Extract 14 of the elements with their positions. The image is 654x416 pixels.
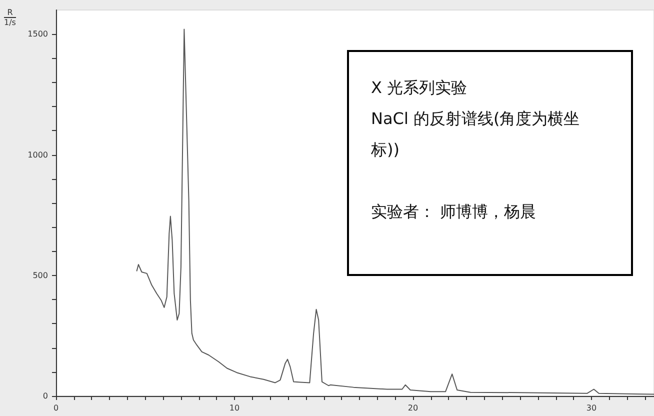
y-tick-label: 500	[32, 270, 48, 280]
text-box: X 光系列实验 NaCl 的反射谱线(角度为横坐标)) 实验者： 师博博，杨晨	[347, 50, 633, 276]
line-series	[136, 28, 654, 395]
x-tick-label: 20	[408, 404, 418, 412]
annotation: 实验者： 师博博，杨晨	[371, 201, 538, 223]
y-tick-label: 1500	[28, 30, 48, 39]
x-tick-label: 0	[53, 404, 59, 412]
x-tick-label: 10	[229, 404, 240, 412]
y-axis-title: R 1/s	[4, 8, 16, 27]
y-tick-label: 0	[42, 392, 48, 400]
annotation: X 光系列实验	[371, 77, 468, 99]
y-tick-label: 1000	[28, 150, 48, 160]
x-tick-label: 30	[586, 404, 597, 412]
annotation: NaCl 的反射谱线(角度为横坐标))	[371, 108, 581, 161]
